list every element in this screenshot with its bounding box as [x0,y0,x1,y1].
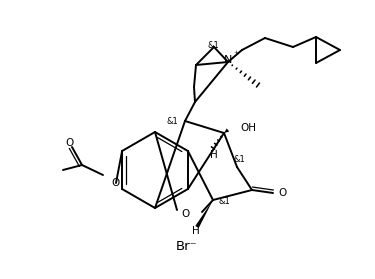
Text: Br⁻: Br⁻ [176,240,198,254]
Text: O: O [182,209,190,219]
Text: O: O [278,188,286,198]
Polygon shape [224,128,229,133]
Text: H: H [210,150,218,160]
Text: OH: OH [240,123,256,133]
Text: O: O [66,138,74,148]
Text: O: O [112,178,120,188]
Text: &1: &1 [218,198,230,206]
Text: ⁺: ⁺ [234,49,238,59]
Text: &1: &1 [233,155,245,165]
Polygon shape [195,200,213,228]
Text: &1: &1 [207,40,219,49]
Text: H: H [192,226,200,236]
Text: N: N [224,55,232,65]
Text: &1: &1 [166,117,178,126]
